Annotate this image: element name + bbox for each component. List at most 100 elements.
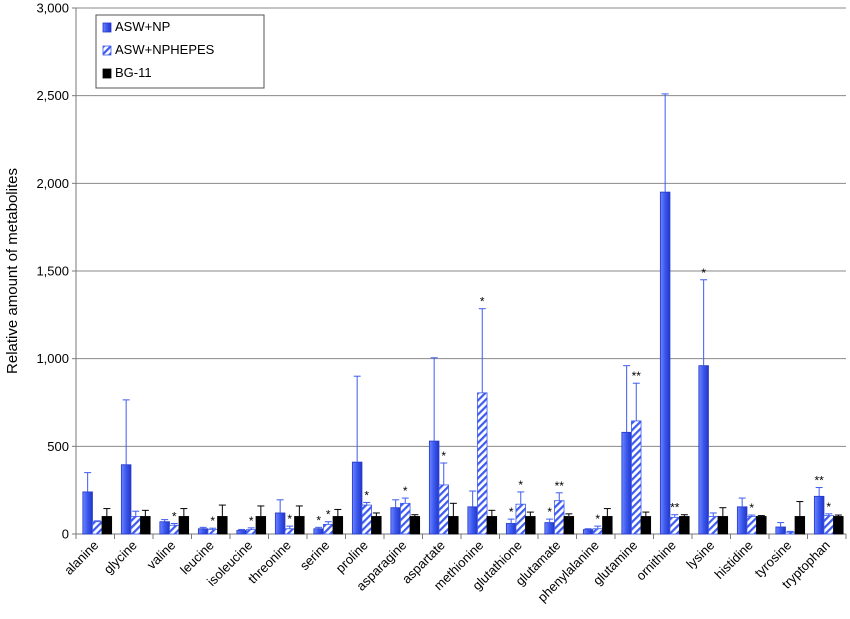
bar-aspartate-2: [448, 516, 459, 535]
bar-ornithine-1: [669, 516, 680, 535]
bar-tryptophan-2: [833, 516, 844, 535]
significance-mark: *: [287, 512, 292, 526]
bar-alanine-1: [92, 521, 103, 535]
bar-proline-0: [351, 461, 363, 535]
legend-label-1: ASW+NPHEPES: [115, 42, 215, 57]
y-axis-label: Relative amount of metabolites: [4, 168, 21, 374]
bar-valine-2: [178, 516, 190, 535]
bar-proline-2: [371, 516, 382, 535]
bar-serine-0: [313, 528, 324, 535]
bar-glutamine-2: [640, 516, 652, 535]
significance-mark: *: [749, 501, 754, 515]
bar-lysine-1: [708, 516, 719, 535]
legend-label-0: ASW+NP: [115, 19, 170, 34]
significance-mark: *: [316, 513, 321, 527]
bar-alanine-0: [82, 491, 93, 535]
significance-mark: *: [403, 484, 408, 498]
significance-mark: **: [632, 369, 642, 383]
x-tick-label-serine: serine: [297, 538, 333, 574]
significance-mark: *: [701, 266, 706, 280]
bar-asparagine-2: [409, 516, 421, 535]
x-tick-label-ornithine: ornithine: [633, 538, 679, 584]
bar-threonine-1: [284, 528, 295, 535]
bar-alanine-2: [101, 516, 113, 535]
bar-threonine-2: [294, 516, 305, 535]
bar-lysine-0: [698, 365, 709, 535]
bar-methionine-2: [486, 516, 498, 535]
y-tick-label: 2,500: [36, 88, 69, 103]
bar-threonine-0: [274, 512, 286, 535]
legend-swatch-1: [102, 45, 112, 56]
x-tick-label-glycine: glycine: [101, 538, 140, 577]
bar-valine-1: [169, 524, 180, 535]
bar-asparagine-0: [390, 507, 401, 535]
bar-phenylalanine-1: [592, 528, 603, 535]
significance-mark: **: [670, 501, 680, 515]
bar-leucine-0: [197, 528, 209, 535]
significance-mark: *: [172, 509, 177, 523]
bar-glutamine-1: [631, 420, 642, 535]
bar-glutamine-0: [621, 431, 632, 535]
bar-aspartate-0: [428, 440, 440, 535]
bar-histidine-2: [756, 516, 767, 535]
bar-leucine-1: [207, 529, 218, 535]
bar-glutamate-1: [554, 500, 565, 535]
bar-isoleucine-2: [255, 516, 267, 535]
y-tick-label: 1,500: [36, 264, 69, 279]
bar-ornithine-0: [659, 191, 671, 535]
significance-mark: *: [826, 500, 831, 514]
bar-tryptophan-1: [823, 515, 834, 535]
bar-proline-1: [361, 504, 372, 535]
bar-asparagine-1: [400, 502, 411, 535]
bar-glutamate-0: [544, 522, 555, 535]
bar-aspartate-1: [438, 484, 449, 535]
bar-glutathione-2: [525, 516, 536, 535]
legend: ASW+NP ASW+NPHEPES BG-11: [95, 14, 265, 89]
y-tick-label: 3,000: [36, 1, 69, 16]
significance-mark: *: [547, 505, 552, 519]
legend-swatch-2: [102, 68, 112, 79]
bar-methionine-0: [467, 506, 478, 535]
legend-box: [95, 14, 265, 89]
bar-glutathione-1: [515, 503, 526, 535]
x-tick-label-lysine: lysine: [683, 538, 717, 572]
y-tick-label: 1,000: [36, 351, 69, 366]
bars: [82, 93, 844, 535]
significance-mark: *: [441, 449, 446, 463]
significance-mark: *: [249, 514, 254, 528]
bar-tyrosine-2: [794, 516, 806, 535]
bar-phenylalanine-0: [582, 529, 594, 535]
significance-mark: *: [326, 508, 331, 522]
bar-tryptophan-0: [813, 495, 825, 535]
bar-phenylalanine-2: [602, 516, 613, 535]
bar-leucine-2: [217, 516, 228, 535]
significance-mark: *: [480, 295, 485, 309]
legend-swatch-0: [102, 22, 112, 33]
significance-mark: **: [814, 474, 824, 488]
x-tick-label-histidine: histidine: [712, 538, 756, 582]
significance-mark: *: [210, 514, 215, 528]
bar-glutathione-0: [505, 523, 517, 535]
bar-valine-0: [159, 521, 170, 535]
bar-methionine-1: [477, 392, 488, 535]
bar-isoleucine-1: [246, 529, 257, 535]
significance-mark: *: [518, 478, 523, 492]
x-tick-label-threonine: threonine: [245, 538, 294, 587]
significance-mark: *: [364, 488, 369, 502]
bar-glycine-0: [120, 464, 132, 535]
bar-serine-2: [332, 516, 344, 535]
significance-mark: *: [509, 505, 514, 519]
bar-isoleucine-0: [236, 530, 247, 535]
y-tick-label: 2,000: [36, 176, 69, 191]
bar-lysine-2: [717, 516, 729, 535]
gridlines: [76, 7, 846, 447]
significance-mark: *: [595, 512, 600, 526]
x-tick-label-alanine: alanine: [61, 538, 101, 578]
bar-histidine-0: [736, 506, 748, 535]
bar-glycine-2: [140, 516, 151, 535]
bar-ornithine-2: [679, 516, 690, 535]
bar-tyrosine-1: [785, 531, 796, 535]
bar-serine-1: [323, 523, 334, 535]
x-tick-label-valine: valine: [144, 538, 179, 573]
